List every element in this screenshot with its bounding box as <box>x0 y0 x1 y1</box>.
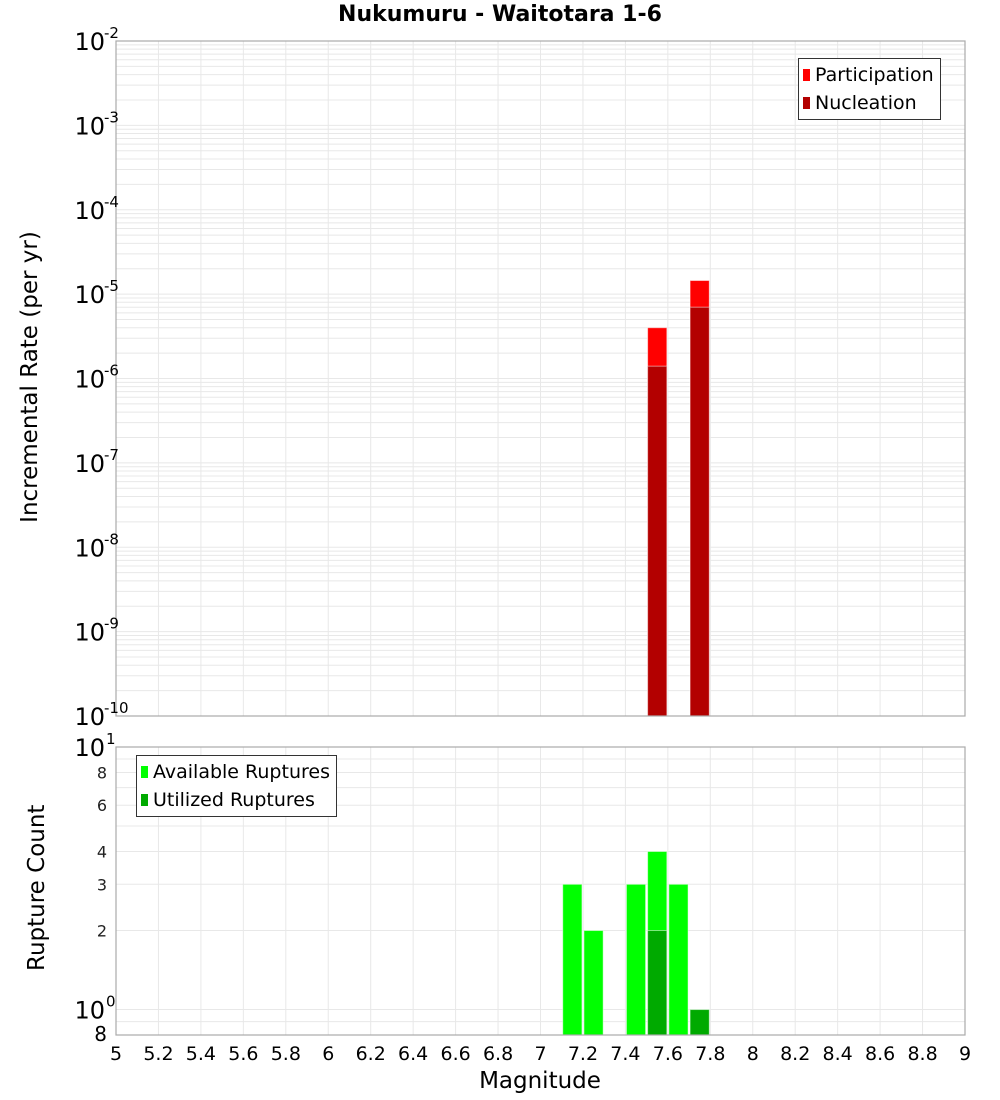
y-tick-exponent: -7 <box>104 446 119 464</box>
y-tick-exponent: -5 <box>104 277 119 295</box>
bar <box>647 930 668 1036</box>
bar <box>689 306 710 717</box>
y-tick-exponent: -6 <box>104 362 119 380</box>
x-tick-label: 7.2 <box>568 1043 598 1065</box>
y-tick-label: 10 <box>74 28 105 56</box>
y-tick-label: 4 <box>97 842 107 861</box>
x-tick-label: 5.2 <box>143 1043 173 1065</box>
y-tick-label: 2 <box>97 922 107 941</box>
x-tick-label: 6.2 <box>356 1043 386 1065</box>
y-tick-exponent: -4 <box>104 193 119 211</box>
bar <box>647 365 668 717</box>
nucleation-swatch-icon <box>803 97 810 109</box>
bar <box>583 930 604 1036</box>
available-swatch-icon <box>141 766 148 778</box>
x-tick-label: 5.8 <box>271 1043 301 1065</box>
y-tick-exponent: 1 <box>106 730 116 748</box>
x-tick-label: 5.6 <box>228 1043 258 1065</box>
legend-label: Participation <box>815 64 934 86</box>
y-tick-label: 10 <box>74 366 105 394</box>
x-tick-label: 8.4 <box>823 1043 853 1065</box>
top-y-axis-label: Incremental Rate (per yr) <box>17 231 43 523</box>
y-tick-label: 8 <box>97 763 107 782</box>
x-tick-label: 6.6 <box>440 1043 470 1065</box>
y-tick-label: 10 <box>74 197 105 225</box>
y-tick-label: 3 <box>97 875 107 894</box>
legend-label: Nucleation <box>815 92 917 114</box>
bar <box>689 1009 710 1036</box>
y-tick-exponent: -10 <box>104 699 129 717</box>
legend-item-nucleation: Nucleation <box>803 89 934 117</box>
top-legend: Participation Nucleation <box>798 58 941 120</box>
bar <box>562 883 583 1036</box>
y-tick-label: 10 <box>74 619 105 647</box>
bar <box>668 883 689 1036</box>
y-tick-exponent: 0 <box>106 993 116 1011</box>
bar <box>625 883 647 1036</box>
x-tick-label: 6 <box>322 1043 334 1065</box>
x-tick-label: 6.8 <box>483 1043 513 1065</box>
legend-item-available: Available Ruptures <box>141 758 330 786</box>
y-tick-label: 10 <box>74 997 105 1025</box>
x-tick-label: 5 <box>110 1043 122 1065</box>
x-tick-label: 9 <box>959 1043 971 1065</box>
y-tick-exponent: -8 <box>104 530 119 548</box>
x-tick-label: 7.6 <box>653 1043 683 1065</box>
x-tick-label: 8.2 <box>780 1043 810 1065</box>
x-tick-label: 8 <box>747 1043 759 1065</box>
y-tick-label: 10 <box>74 534 105 562</box>
y-tick-label: 10 <box>74 703 105 731</box>
x-tick-label: 5.4 <box>186 1043 216 1065</box>
y-tick-label: 10 <box>74 112 105 140</box>
legend-item-participation: Participation <box>803 61 934 89</box>
y-tick-exponent: -3 <box>104 108 119 126</box>
x-tick-label: 7.4 <box>610 1043 640 1065</box>
x-tick-label: 6.4 <box>398 1043 428 1065</box>
legend-label: Utilized Ruptures <box>153 789 315 811</box>
top-plot-area <box>115 40 966 717</box>
y-tick-exponent: -2 <box>104 24 119 42</box>
chart-title: Nukumuru - Waitotara 1-6 <box>338 2 662 27</box>
x-tick-label: 7.8 <box>695 1043 725 1065</box>
y-tick-label: 10 <box>74 450 105 478</box>
x-tick-label: 8.6 <box>865 1043 895 1065</box>
legend-item-utilized: Utilized Ruptures <box>141 786 330 814</box>
y-tick-label: 10 <box>74 734 105 762</box>
x-tick-label: 7 <box>534 1043 546 1065</box>
utilized-swatch-icon <box>141 794 148 806</box>
y-tick-label: 6 <box>97 796 107 815</box>
bottom-legend: Available Ruptures Utilized Ruptures <box>136 755 337 817</box>
bottom-y-axis-label: Rupture Count <box>24 804 50 971</box>
x-axis-label: Magnitude <box>479 1068 601 1094</box>
y-tick-label: 10 <box>74 281 105 309</box>
participation-swatch-icon <box>803 69 810 81</box>
y-tick-exponent: -9 <box>104 615 119 633</box>
x-tick-label: 8.8 <box>907 1043 937 1065</box>
y-tick-label: 8 <box>94 1022 107 1046</box>
legend-label: Available Ruptures <box>153 761 330 783</box>
